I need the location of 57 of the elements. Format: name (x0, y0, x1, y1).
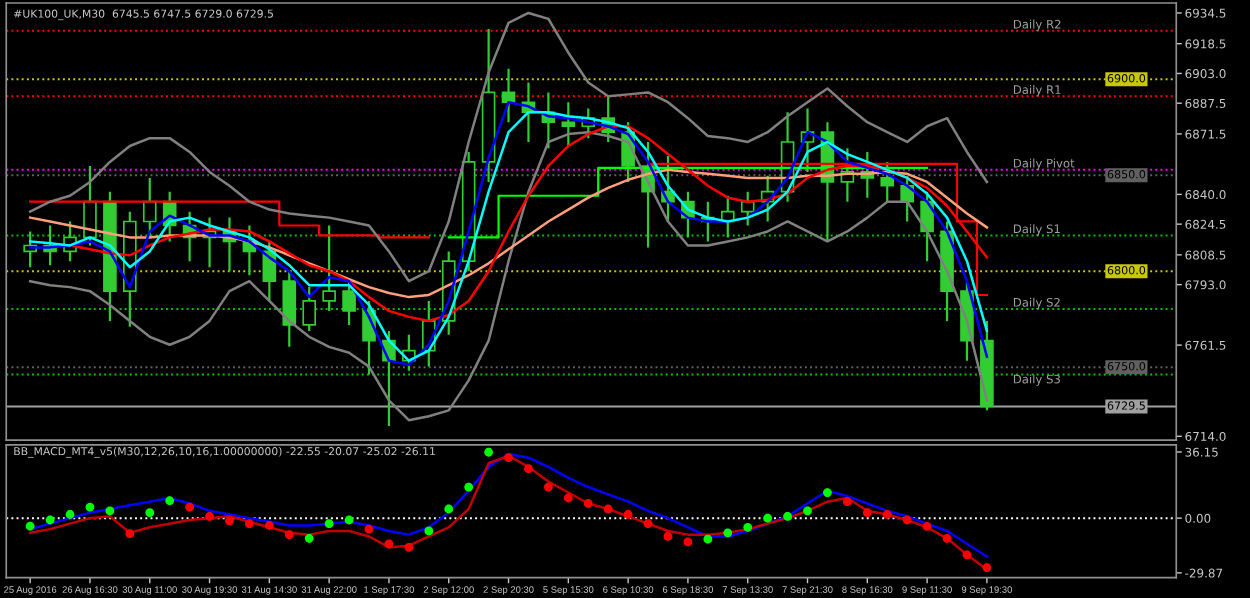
point (902, 515, 912, 525)
candlestick (322, 224, 336, 313)
point (424, 526, 434, 536)
point (504, 453, 513, 463)
point (284, 530, 294, 540)
point (563, 493, 573, 503)
point (165, 496, 175, 506)
point (723, 528, 733, 538)
point (45, 515, 55, 525)
candlestick (302, 286, 317, 332)
point (304, 533, 314, 543)
point (205, 511, 214, 521)
point (783, 511, 792, 521)
candlestick (282, 270, 297, 348)
point (344, 515, 354, 525)
point (444, 504, 454, 514)
point (922, 522, 932, 531)
point (225, 516, 234, 526)
point (862, 508, 872, 518)
point (264, 521, 274, 530)
point (85, 502, 95, 512)
candlestick (342, 280, 356, 327)
point (125, 529, 135, 539)
point (384, 539, 394, 549)
point (464, 482, 474, 492)
point (743, 522, 753, 532)
point (683, 537, 693, 547)
point (663, 532, 673, 541)
point (544, 482, 553, 492)
point (404, 543, 414, 552)
point (643, 519, 653, 529)
point (65, 510, 75, 519)
candlestick (740, 190, 755, 227)
point (982, 563, 992, 572)
point (962, 550, 972, 560)
point (603, 504, 613, 514)
point (25, 521, 35, 531)
point (364, 524, 374, 534)
point (823, 488, 832, 497)
point (324, 519, 334, 529)
point (524, 464, 533, 474)
candlestick (880, 160, 895, 203)
point (803, 506, 812, 516)
point (763, 513, 773, 523)
point (105, 506, 115, 516)
point (703, 534, 713, 544)
point (484, 447, 493, 457)
point (245, 519, 254, 529)
point (942, 533, 952, 543)
point (882, 510, 892, 519)
candlestick (142, 176, 157, 239)
point (623, 510, 633, 519)
candlestick (561, 101, 576, 148)
point (842, 497, 852, 507)
point (185, 502, 195, 512)
point (583, 499, 593, 508)
point (145, 508, 155, 518)
